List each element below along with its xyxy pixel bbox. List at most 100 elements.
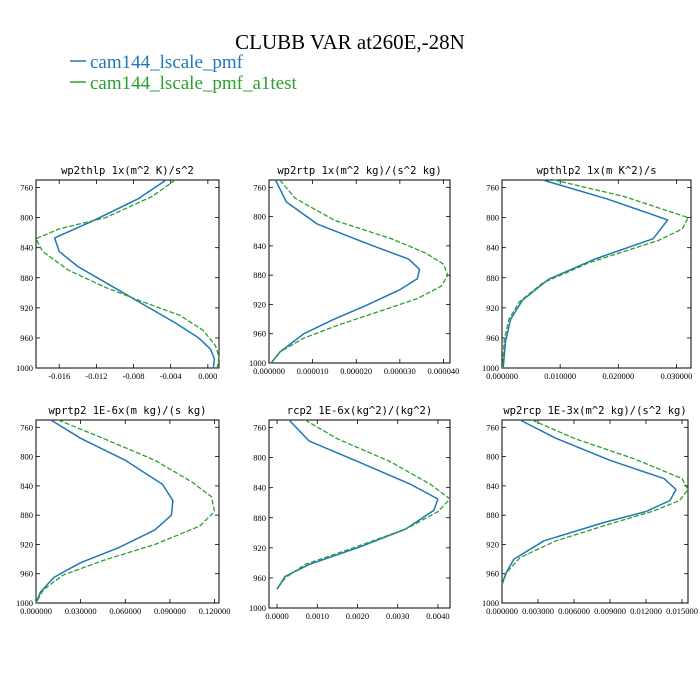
x-tick-label-1-1: 0.000010	[297, 366, 329, 376]
series-line-4-0	[276, 419, 439, 590]
legend: cam144_lscale_pmf cam144_lscale_pmf_a1te…	[70, 52, 298, 94]
y-tick-label-2-1: 800	[486, 213, 499, 223]
y-tick-label-2-4: 920	[486, 303, 499, 313]
y-tick-label-0-0: 760	[20, 183, 33, 193]
series-line-5-0	[501, 419, 677, 585]
panel-0: wp2thlp 1x(m^2 K)/s^2 760 800 840 880 920 960 1…	[16, 165, 220, 381]
x-tick-label-5-2: 0.006000	[558, 606, 590, 616]
panel-title-2: wpthlp2 1x(m K^2)/s	[536, 165, 656, 177]
y-tick-label-1-5: 960	[253, 329, 266, 339]
panel-title-1: wp2rtp 1x(m^2 kg)/(s^2 kg)	[277, 165, 441, 177]
y-tick-label-3-3: 880	[20, 510, 33, 520]
legend-label-1: cam144_lscale_pmf_a1test	[90, 73, 298, 94]
series-line-1-0	[270, 179, 421, 364]
series-line-4-1	[276, 419, 451, 590]
panel-title-4: rcp2 1E-6x(kg^2)/(kg^2)	[287, 405, 432, 417]
panel-title-3: wprtp2 1E-6x(m kg)/(s kg)	[48, 405, 206, 417]
y-tick-label-4-2: 840	[253, 483, 266, 493]
panel-frame-2	[501, 179, 692, 369]
y-tick-label-0-4: 920	[20, 303, 33, 313]
x-tick-label-4-0: 0.0000	[265, 611, 288, 621]
y-tick-label-5-4: 920	[486, 539, 499, 549]
x-tick-label-1-0: 0.000000	[253, 366, 285, 376]
y-tick-label-3-4: 920	[20, 539, 33, 549]
y-tick-label-1-1: 800	[253, 212, 266, 222]
y-tick-label-4-5: 960	[253, 573, 266, 583]
y-tick-label-0-3: 880	[20, 273, 33, 283]
series-line-3-1	[35, 419, 216, 604]
x-tick-label-0-4: 0.000	[198, 371, 217, 381]
y-tick-label-3-6: 1000	[16, 598, 33, 608]
series-line-1-1	[270, 179, 449, 364]
x-tick-label-5-5: 0.015000	[666, 606, 698, 616]
x-tick-label-5-4: 0.012000	[630, 606, 662, 616]
series-line-5-1	[501, 419, 689, 585]
y-tick-label-1-4: 920	[253, 299, 266, 309]
y-tick-label-5-5: 960	[486, 569, 499, 579]
y-tick-label-3-0: 760	[20, 422, 33, 432]
y-tick-label-4-3: 880	[253, 513, 266, 523]
x-tick-label-4-1: 0.0010	[306, 611, 329, 621]
x-tick-label-4-2: 0.0020	[346, 611, 369, 621]
y-tick-label-3-2: 840	[20, 481, 33, 491]
x-tick-label-1-2: 0.000020	[340, 366, 372, 376]
y-tick-label-1-6: 1000	[249, 358, 266, 368]
x-tick-label-0-3: -0.004	[160, 371, 183, 381]
panel-3: wprtp2 1E-6x(m kg)/(s kg) 760 800 840 880 920…	[16, 405, 230, 616]
y-tick-label-2-0: 760	[486, 183, 499, 193]
panel-2: wpthlp2 1x(m K^2)/s 760 800 840 880 920 960 100…	[482, 165, 692, 381]
panel-frame-3	[35, 419, 220, 604]
panel-frame-5	[501, 419, 689, 604]
x-tick-label-5-0: 0.000000	[486, 606, 518, 616]
x-tick-label-4-3: 0.0030	[386, 611, 409, 621]
series-line-2-1	[501, 179, 689, 369]
x-tick-label-3-1: 0.030000	[65, 606, 97, 616]
x-tick-label-2-3: 0.030000	[661, 371, 693, 381]
y-tick-label-0-2: 840	[20, 243, 33, 253]
x-tick-label-2-2: 0.020000	[602, 371, 634, 381]
x-tick-label-1-3: 0.000030	[384, 366, 416, 376]
x-tick-label-3-0: 0.000000	[20, 606, 52, 616]
figure-title: CLUBB VAR at260E,-28N	[235, 30, 465, 54]
y-tick-label-2-6: 1000	[482, 363, 499, 373]
panel-title-0: wp2thlp 1x(m^2 K)/s^2	[61, 165, 194, 177]
panel-5: wp2rcp 1E-3x(m^2 kg)/(s^2 kg) 760 800 840 88…	[482, 405, 698, 616]
y-tick-label-5-3: 880	[486, 510, 499, 520]
x-tick-label-3-4: 0.120000	[199, 606, 231, 616]
x-tick-label-3-2: 0.060000	[109, 606, 141, 616]
y-tick-label-1-3: 880	[253, 270, 266, 280]
y-tick-label-4-4: 920	[253, 543, 266, 553]
y-tick-label-2-2: 840	[486, 243, 499, 253]
y-tick-label-0-6: 1000	[16, 363, 33, 373]
series-line-2-0	[502, 179, 669, 369]
y-tick-label-2-5: 960	[486, 333, 499, 343]
y-tick-label-2-3: 880	[486, 273, 499, 283]
legend-label-0: cam144_lscale_pmf	[90, 52, 244, 73]
y-tick-label-5-6: 1000	[482, 598, 499, 608]
x-tick-label-5-1: 0.003000	[522, 606, 554, 616]
panel-frame-0	[35, 179, 220, 369]
x-tick-label-1-4: 0.000040	[428, 366, 460, 376]
y-tick-label-5-1: 800	[486, 452, 499, 462]
panel-4: rcp2 1E-6x(kg^2)/(kg^2) 760 800 840 880 920 96…	[249, 405, 451, 621]
y-tick-label-4-1: 800	[253, 453, 266, 463]
x-tick-label-5-3: 0.009000	[594, 606, 626, 616]
y-tick-label-4-6: 1000	[249, 603, 266, 613]
y-tick-label-0-5: 960	[20, 333, 33, 343]
y-tick-label-0-1: 800	[20, 213, 33, 223]
x-tick-label-4-4: 0.0040	[426, 611, 449, 621]
panel-frame-1	[268, 179, 451, 364]
y-tick-label-5-2: 840	[486, 481, 499, 491]
series-line-0-1	[35, 179, 220, 369]
x-tick-label-2-1: 0.010000	[544, 371, 576, 381]
y-tick-label-1-2: 840	[253, 241, 266, 251]
x-tick-label-2-0: 0.000000	[486, 371, 518, 381]
panel-1: wp2rtp 1x(m^2 kg)/(s^2 kg) 760 800 840 880 92…	[249, 165, 459, 376]
x-tick-label-3-3: 0.090000	[154, 606, 186, 616]
y-tick-label-1-0: 760	[253, 182, 266, 192]
y-tick-label-3-5: 960	[20, 569, 33, 579]
panel-title-5: wp2rcp 1E-3x(m^2 kg)/(s^2 kg)	[503, 405, 686, 417]
y-tick-label-5-0: 760	[486, 422, 499, 432]
